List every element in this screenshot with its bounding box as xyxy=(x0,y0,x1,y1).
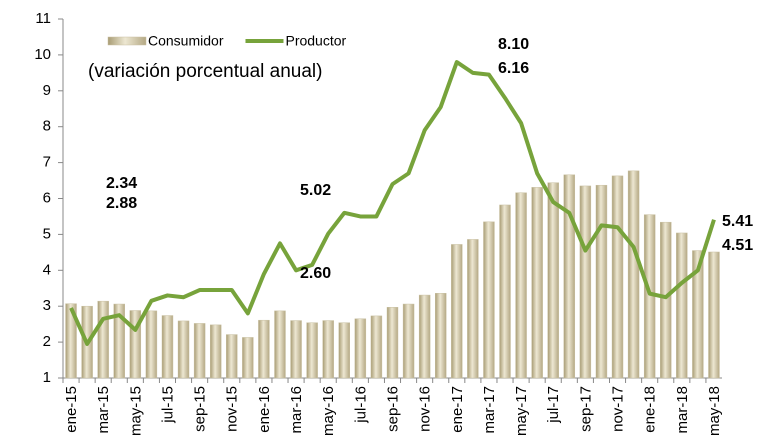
x-tick-label: may-15 xyxy=(127,386,144,436)
x-tick-label: mar-15 xyxy=(95,386,112,434)
bar xyxy=(692,250,704,379)
bar xyxy=(676,232,688,379)
x-tick-label: ene-15 xyxy=(63,386,80,433)
legend-label: Consumidor xyxy=(148,33,224,49)
data-label: 5.41 xyxy=(722,213,753,230)
y-tick-label: 2 xyxy=(43,333,51,350)
bar xyxy=(161,315,174,379)
y-tick-label: 5 xyxy=(43,225,51,242)
x-tick-label: jul-15 xyxy=(159,386,176,424)
x-tick-label: may-17 xyxy=(513,386,530,436)
legend-swatch xyxy=(107,36,147,46)
y-tick-label: 7 xyxy=(43,154,51,171)
bar xyxy=(627,170,640,379)
bar xyxy=(129,310,142,379)
bar xyxy=(435,293,447,379)
bar xyxy=(145,310,158,379)
y-tick-label: 4 xyxy=(43,261,51,278)
data-label: 2.60 xyxy=(300,265,331,282)
bar xyxy=(354,318,367,379)
subtitle: (variación porcentual anual) xyxy=(88,61,322,82)
x-tick-label: mar-17 xyxy=(481,386,498,434)
bar xyxy=(113,303,125,379)
y-tick-label: 11 xyxy=(35,10,51,27)
bar xyxy=(579,185,592,379)
bar xyxy=(563,174,576,379)
bar xyxy=(177,320,190,379)
x-tick-label: mar-16 xyxy=(288,386,305,434)
data-label: 4.51 xyxy=(722,237,753,254)
bar xyxy=(274,310,286,379)
x-tick-label: nov-16 xyxy=(417,386,434,432)
bar xyxy=(499,204,511,379)
y-tick-label: 1 xyxy=(43,369,51,386)
bar xyxy=(402,303,415,379)
x-tick-label: sep-15 xyxy=(192,386,209,432)
bar xyxy=(97,300,109,379)
x-tick-label: jul-17 xyxy=(545,386,562,424)
data-label: 8.10 xyxy=(498,36,529,53)
y-tick-label: 3 xyxy=(43,297,51,314)
line xyxy=(69,60,716,346)
bar xyxy=(290,320,302,379)
x-tick-label: may-18 xyxy=(706,386,723,436)
bar xyxy=(531,187,543,379)
x-tick-label: nov-15 xyxy=(224,386,241,432)
x-tick-label: may-16 xyxy=(320,386,337,436)
y-tick-label: 10 xyxy=(34,46,51,63)
bar xyxy=(386,307,399,379)
bar xyxy=(338,322,350,379)
bar xyxy=(418,294,431,379)
bar xyxy=(65,303,77,379)
bar xyxy=(226,334,238,379)
bar xyxy=(451,244,463,379)
bar xyxy=(322,320,334,379)
x-tick-label: ene-17 xyxy=(449,386,466,433)
x-tick-label: ene-16 xyxy=(256,386,273,433)
y-tick-label: 8 xyxy=(43,118,51,135)
x-tick-label: jul-16 xyxy=(352,386,369,424)
bar xyxy=(515,192,527,379)
legend-label: Productor xyxy=(285,33,346,49)
x-tick-label: mar-18 xyxy=(674,386,691,434)
data-label: 2.34 xyxy=(106,175,137,192)
x-tick-label: nov-17 xyxy=(609,386,626,432)
bar xyxy=(660,221,672,379)
y-tick-label: 9 xyxy=(43,82,51,99)
x-tick-label: sep-17 xyxy=(577,386,594,432)
x-tick-label: ene-18 xyxy=(642,386,659,433)
bar xyxy=(193,323,206,379)
bar xyxy=(547,182,559,379)
data-label: 2.88 xyxy=(106,195,137,212)
bar xyxy=(370,315,383,379)
y-tick-label: 6 xyxy=(43,189,51,206)
bar xyxy=(708,251,720,379)
bar xyxy=(306,322,318,379)
bar xyxy=(595,184,608,379)
data-label: 6.16 xyxy=(498,60,529,77)
bar xyxy=(611,175,624,379)
x-tick-label: sep-16 xyxy=(384,386,401,432)
bar xyxy=(242,337,254,379)
bar xyxy=(209,324,222,379)
bar xyxy=(467,239,479,379)
data-label: 5.02 xyxy=(300,182,331,199)
bar xyxy=(258,319,270,379)
bar xyxy=(483,221,495,379)
